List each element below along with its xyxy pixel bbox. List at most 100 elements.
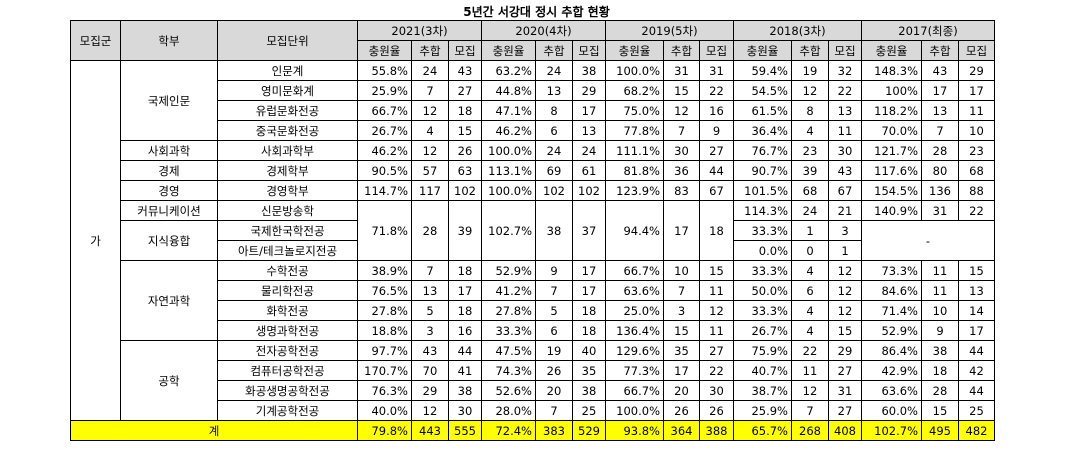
value-cell: 15 [699,260,734,281]
table-row: 경영 경영학부 114.7% 117 102 100.0% 102 102 123.9% 83… [71,180,995,201]
group-cell: 가 [70,60,121,421]
value-cell: 16 [448,320,482,341]
value-cell: 136.4% [605,320,664,341]
value-cell: 33.3% [733,220,792,241]
value-cell: 11 [921,280,959,301]
unit-cell: 영미문화계 [217,80,358,101]
value-cell: 7 [535,400,573,421]
value-cell: 31 [921,200,959,221]
value-cell: 80 [921,160,959,181]
unit-cell: 인문계 [217,60,358,81]
merged-extra-cell: 28 [411,200,449,261]
merged-rate-cell: 102.7% [481,200,536,261]
value-cell: 100.0% [605,60,664,81]
value-cell: 20 [535,380,573,401]
unit-cell: 화학전공 [217,300,358,321]
value-cell: 57 [411,160,449,181]
value-cell: 42 [958,360,995,381]
value-cell: 118.2% [861,100,922,121]
value-cell: 63.6% [861,380,922,401]
value-cell: 12 [411,400,449,421]
faculty-cell: 자연과학 [120,260,218,341]
value-cell: 25.0% [605,300,664,321]
unit-cell: 국제한국학전공 [217,220,358,241]
header-quota: 모집 [958,40,995,61]
value-cell: 4 [791,120,829,141]
value-cell: 18.8% [357,320,412,341]
header-extra: 추합 [663,40,700,61]
value-cell: 70.0% [861,120,922,141]
value-cell: 6 [535,120,573,141]
value-cell: 31 [828,380,862,401]
value-cell: 13 [828,100,862,121]
value-cell: 23 [791,140,829,161]
value-cell: 19 [535,340,573,361]
value-cell: 123.9% [605,180,664,201]
value-cell: 40.7% [733,360,792,381]
value-cell: 97.7% [357,340,412,361]
value-cell: 12 [663,100,700,121]
value-cell: 29 [411,380,449,401]
value-cell: 44 [699,160,734,181]
table-row: 아트/테크놀로지전공 0.0% 0 1 [71,240,995,261]
value-cell: 26.7% [733,320,792,341]
table-row: 지식융합 국제한국학전공 33.3% 1 3 - [71,220,995,261]
value-cell: 24 [411,60,449,81]
value-cell: 63.6% [605,280,664,301]
header-quota: 모집 [828,40,862,61]
value-cell: 77.3% [605,360,664,381]
value-cell: 4 [411,120,449,141]
value-cell: 29 [958,60,995,81]
value-cell: 8 [791,100,829,121]
value-cell: 113.1% [481,160,536,181]
value-cell: 75.9% [733,340,792,361]
value-cell: 46.2% [481,120,536,141]
value-cell: 11 [958,100,995,121]
faculty-cell: 지식융합 [120,220,218,261]
faculty-cell: 국제인문 [120,60,218,141]
value-cell: 67 [828,180,862,201]
value-cell: 28 [921,140,959,161]
value-cell: 67 [699,180,734,201]
value-cell: 68 [958,160,995,181]
faculty-cell: 사회과학 [120,140,218,161]
value-cell: 18 [448,300,482,321]
value-cell: 22 [699,80,734,101]
value-cell: 32 [828,60,862,81]
total-value-cell: 102.7% [861,420,922,441]
value-cell: 12 [828,260,862,281]
value-cell: 41 [448,360,482,381]
total-value-cell: 555 [448,420,482,441]
value-cell: 25 [958,400,995,421]
value-cell: 12 [411,140,449,161]
value-cell: 12 [791,80,829,101]
value-cell: 43 [828,160,862,181]
value-cell: 33.3% [733,300,792,321]
header-year: 2017(최종) [861,20,995,41]
value-cell: 30 [828,140,862,161]
header-row-years: 모집군 학부 모집단위 2021(3차) 2020(4차) 2019(5차) 2… [70,20,995,61]
value-cell: 17 [921,80,959,101]
value-cell: 55.8% [357,60,412,81]
total-value-cell: 383 [535,420,573,441]
table-row: 기계공학전공 40.0% 12 30 28.0% 7 25 100.0% 26 26 25.9% 7… [71,400,995,421]
value-cell: 38 [572,380,606,401]
value-cell: 83 [663,180,700,201]
merged-rate-cell: 71.8% [357,200,412,261]
value-cell: 17 [958,320,995,341]
value-cell: 90.7% [733,160,792,181]
value-cell: 129.6% [605,340,664,361]
unit-cell: 화공생명공학전공 [217,380,358,401]
value-cell: 30 [663,140,700,161]
merged-quota-cell: 37 [572,200,606,261]
table-row: 가 국제인문 인문계 55.8% 24 43 63.2% 24 38 100.0% 31 31 5… [70,60,995,421]
header-rate: 충원율 [481,40,536,61]
value-cell: 17 [448,280,482,301]
value-cell: 70 [411,360,449,381]
value-cell: 42.9% [861,360,922,381]
value-cell: 102 [535,180,573,201]
unit-cell: 물리학전공 [217,280,358,301]
value-cell: 26 [448,140,482,161]
header-row-sub: 충원율 추합 모집 충원율 추합 모집 충원율 추합 모집 충원율 추합 모집 … [71,40,995,61]
value-cell: 154.5% [861,180,922,201]
